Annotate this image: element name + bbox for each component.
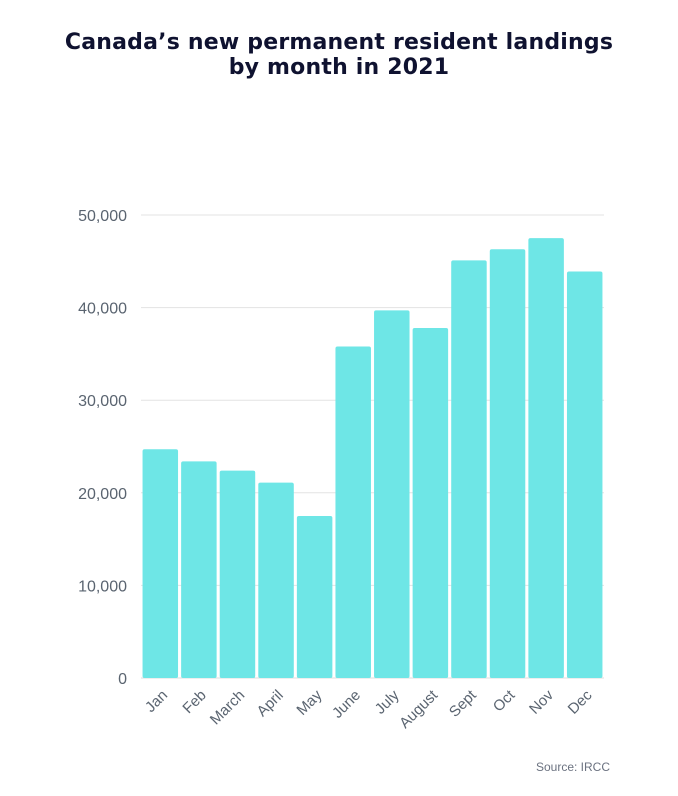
bar-may (296, 515, 333, 678)
chart-title-line-2: by month in 2021 (228, 55, 450, 80)
bar-feb (181, 461, 217, 678)
x-tick-label: August (396, 686, 442, 732)
y-tick-label: 30,000 (78, 393, 127, 410)
x-tick-label: April (254, 687, 287, 720)
source-note: Source: IRCC (535, 760, 610, 774)
bar-jan (142, 449, 179, 678)
x-tick-label: July (372, 686, 403, 717)
x-tick-label: Sept (446, 686, 480, 720)
y-tick-label: 40,000 (78, 301, 127, 318)
y-tick-label: 20,000 (78, 486, 127, 503)
chart-title-line-1: Canada’s new permanent resident landings (64, 30, 614, 55)
y-tick-label: 50,000 (78, 208, 127, 225)
x-tick-label: June (329, 687, 364, 722)
x-tick-label: May (293, 686, 325, 718)
x-tick-label: Feb (179, 687, 209, 717)
x-tick-label: Oct (490, 686, 519, 715)
bar-dec (566, 271, 603, 678)
x-tick-label: Nov (526, 686, 557, 717)
bar-sept (451, 260, 487, 678)
x-tick-label: Jan (142, 687, 171, 716)
bar-june (335, 346, 371, 678)
bar-march (219, 470, 256, 678)
y-tick-label: 10,000 (78, 578, 127, 595)
bar-july (374, 310, 410, 678)
bar-nov (528, 238, 564, 678)
bar-april (258, 482, 294, 678)
x-tick-label: March (207, 687, 248, 728)
bar-oct (489, 249, 526, 678)
y-tick-label: 0 (118, 671, 127, 688)
chart-title: Canada’s new permanent resident landings… (0, 30, 678, 80)
bar-august (412, 327, 449, 678)
x-tick-label: Dec (565, 686, 596, 717)
